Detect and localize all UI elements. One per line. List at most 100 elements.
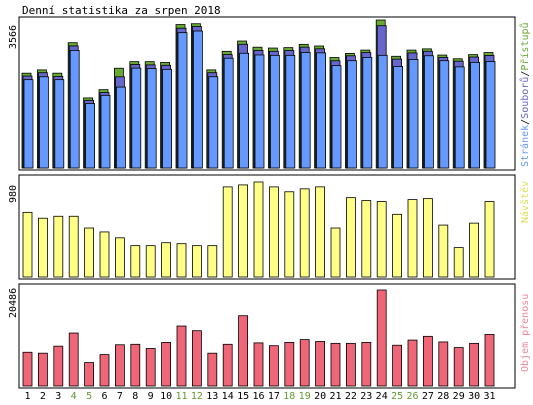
top-bar-group-14 [221, 50, 234, 169]
x-tick-label-14: 14 [222, 391, 234, 402]
top-bar-group-15 [237, 40, 250, 169]
x-tick-label-24: 24 [376, 391, 388, 402]
traffic-bar-1 [22, 351, 33, 387]
visits-bar-3 [53, 215, 64, 278]
top-bar-group-6 [98, 89, 111, 169]
top-bar-group-22 [344, 53, 357, 169]
top-bar-group-20 [314, 45, 327, 169]
bar-pages [192, 30, 203, 169]
traffic-bar-16 [253, 342, 264, 387]
top-bar-group-10 [160, 62, 173, 169]
x-tick-label-20: 20 [314, 391, 326, 402]
top-bar-group-30 [468, 54, 481, 169]
x-tick-label-30: 30 [468, 391, 480, 402]
bar-pages [316, 52, 327, 169]
bar-pages [269, 54, 280, 169]
top-bar-group-23 [360, 49, 373, 169]
traffic-bar-14 [222, 343, 233, 387]
visits-bar-2 [38, 217, 48, 278]
traffic-bar-17 [268, 345, 279, 387]
visits-bar-5 [84, 227, 94, 278]
bar-pages [470, 61, 481, 169]
bar-pages [254, 54, 265, 169]
visits-bar-9 [145, 245, 156, 278]
x-tick-label-18: 18 [283, 391, 295, 402]
traffic-bar-10 [161, 342, 172, 387]
top-ymax-label: 3566 [8, 25, 19, 49]
bar-pages [393, 66, 404, 169]
visits-bar-1 [22, 211, 33, 278]
x-tick-label-23: 23 [360, 391, 372, 402]
x-tick-label-19: 19 [299, 391, 311, 402]
legend-item-stránek: Stránek [519, 125, 531, 167]
visits-bar-28 [438, 224, 449, 278]
traffic-bar-27 [422, 335, 433, 387]
x-tick-label-26: 26 [406, 391, 418, 402]
visits-bar-13 [207, 245, 218, 278]
x-tick-label-27: 27 [422, 391, 434, 402]
traffic-bar-31 [484, 334, 495, 387]
visits-bar-21 [330, 227, 341, 278]
bar-pages [223, 57, 234, 169]
visits-bar-12 [191, 245, 202, 278]
chart-title: Denní statistika za srpen 2018 [22, 4, 221, 17]
bar-pages [485, 61, 496, 169]
traffic-bar-6 [99, 354, 110, 387]
traffic-bar-24 [376, 289, 387, 387]
top-bar-group-5 [83, 97, 95, 169]
panel-frame-2 [18, 174, 516, 280]
visits-bar-19 [299, 188, 310, 278]
x-tick-label-10: 10 [160, 391, 172, 402]
top-bar-group-17 [267, 47, 280, 169]
top-bar-group-24 [375, 19, 388, 169]
traffic-bar-2 [38, 352, 48, 387]
bar-pages [362, 57, 373, 169]
traffic-bar-26 [407, 339, 418, 387]
traffic-bar-19 [299, 339, 310, 387]
x-tick-label-5: 5 [86, 391, 92, 402]
top-legend: Stránek/Souborů/Přístupů [519, 22, 531, 167]
traffic-bar-11 [176, 325, 187, 387]
bar-pages [285, 54, 296, 169]
x-tick-label-11: 11 [175, 391, 187, 402]
x-tick-label-29: 29 [453, 391, 465, 402]
x-tick-label-17: 17 [268, 391, 280, 402]
bar-pages [346, 60, 357, 169]
visits-bar-22 [345, 197, 356, 278]
visits-bar-20 [315, 186, 326, 278]
top-bar-group-29 [452, 58, 465, 169]
visits-bar-16 [253, 181, 264, 278]
bar-pages [69, 49, 80, 169]
bar-pages [439, 60, 450, 169]
x-tick-label-15: 15 [237, 391, 249, 402]
x-tick-label-1: 1 [24, 391, 30, 402]
top-bar-group-25 [391, 55, 404, 169]
top-bar-group-8 [129, 61, 142, 169]
traffic-bar-7 [115, 344, 125, 387]
x-tick-label-6: 6 [101, 391, 107, 402]
visits-bar-4 [68, 215, 79, 278]
x-tick-label-25: 25 [391, 391, 403, 402]
traffic-bar-20 [315, 341, 326, 387]
middle-ymax-label: 980 [8, 185, 19, 203]
middle-legend: Návštěv [519, 181, 531, 223]
visits-bar-24 [376, 201, 387, 278]
traffic-bar-8 [130, 343, 141, 387]
traffic-bar-4 [68, 332, 79, 387]
x-tick-label-28: 28 [437, 391, 449, 402]
bar-pages [85, 103, 95, 169]
visits-bar-29 [453, 247, 464, 278]
x-tick-label-22: 22 [345, 391, 357, 402]
traffic-bar-29 [453, 347, 464, 387]
legend-item-přístupů: Přístupů [519, 22, 531, 70]
visits-bar-30 [469, 222, 480, 278]
traffic-bar-13 [207, 352, 218, 387]
traffic-bar-21 [330, 342, 341, 387]
x-tick-label-4: 4 [71, 391, 77, 402]
visits-bar-25 [392, 213, 403, 278]
bar-pages [331, 65, 342, 169]
bar-pages [377, 54, 388, 169]
bar-pages [23, 79, 34, 169]
top-bar-group-13 [206, 69, 219, 169]
